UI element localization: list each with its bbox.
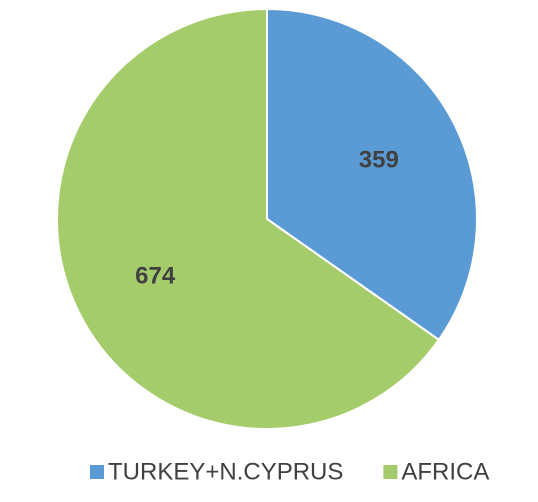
legend-swatch [383, 465, 398, 479]
pie-slice [266, 7, 478, 342]
data-label: 674 [135, 262, 176, 289]
legend-swatch [90, 465, 104, 479]
legend-label: TURKEY+N.CYPRUS [108, 458, 343, 485]
data-label: 359 [359, 146, 399, 173]
pie-slice [56, 7, 441, 430]
legend-label: AFRICA [401, 458, 489, 485]
